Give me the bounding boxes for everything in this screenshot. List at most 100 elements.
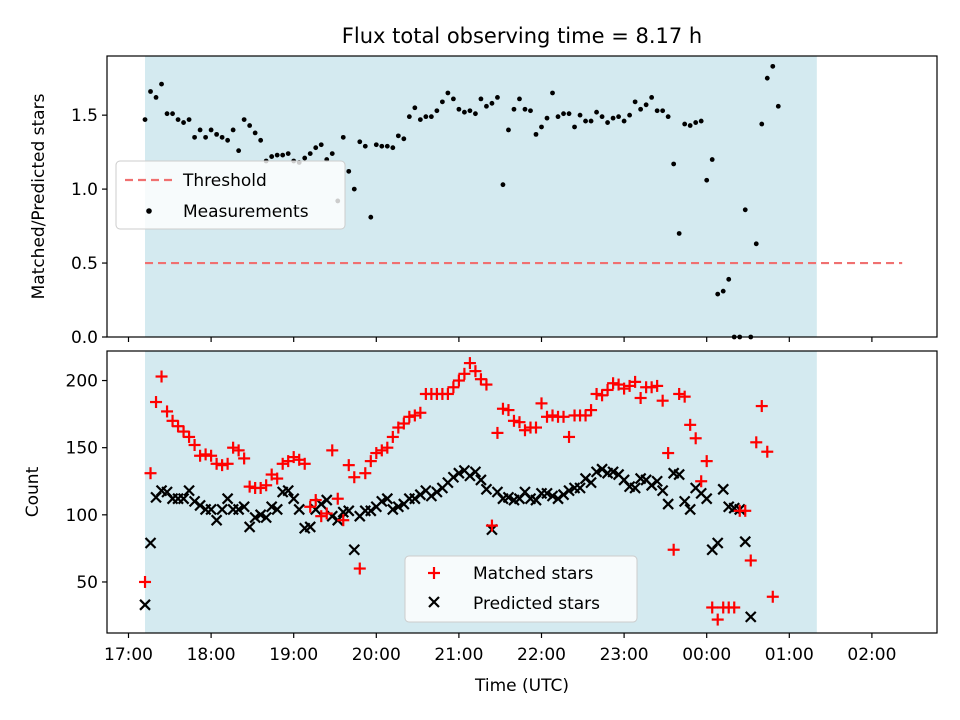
- matched-star-point: [337, 514, 350, 527]
- x-tick-label: 17:00: [104, 645, 153, 665]
- matched-star-point: [183, 430, 196, 443]
- predicted-stars-points: [139, 463, 757, 623]
- matched-star-point: [585, 404, 598, 417]
- measurement-point: [208, 127, 214, 133]
- measurement-point: [473, 111, 478, 117]
- measurement-point: [302, 155, 308, 161]
- bottom-y-tick-label: 100: [66, 506, 98, 526]
- matched-star-point: [667, 543, 680, 556]
- predicted-star-point: [574, 482, 586, 494]
- measurement-point: [495, 95, 500, 100]
- matched-star-point: [359, 467, 372, 480]
- measurement-point: [544, 115, 550, 121]
- predicted-star-point: [673, 468, 685, 481]
- measurement-point: [373, 142, 379, 148]
- top-x-ticks: [127, 337, 873, 342]
- predicted-star-point: [216, 503, 228, 516]
- measurement-point: [511, 106, 517, 112]
- matched-star-point: [298, 457, 311, 470]
- predicted-star-point: [711, 537, 724, 549]
- measurement-point: [566, 111, 572, 117]
- matched-star-point: [194, 449, 207, 462]
- matched-star-point: [221, 457, 234, 470]
- matched-star-point: [364, 455, 377, 468]
- measurement-point: [357, 139, 363, 145]
- measurement-point: [676, 231, 682, 236]
- measurement-point: [329, 151, 335, 157]
- predicted-star-point: [656, 484, 669, 497]
- measurement-point: [390, 145, 396, 151]
- matched-star-point: [513, 416, 526, 429]
- measurement-point: [770, 63, 776, 69]
- bottom-y-tick-label: 150: [66, 439, 98, 459]
- measurement-point: [616, 114, 621, 120]
- matched-star-point: [144, 467, 157, 480]
- predicted-star-point: [271, 503, 283, 516]
- matched-star-point: [744, 554, 757, 567]
- legend-measurements-swatch: [146, 208, 152, 214]
- measurement-point: [698, 118, 704, 124]
- measurement-point: [484, 103, 489, 109]
- x-axis-label: Time (UTC): [474, 676, 569, 696]
- top-axes-frame: [106, 55, 938, 338]
- predicted-star-point: [238, 500, 250, 513]
- predicted-star-point: [287, 492, 300, 505]
- measurement-point: [594, 109, 599, 115]
- measurement-point: [539, 124, 544, 130]
- predicted-star-point: [480, 483, 493, 496]
- measurement-point: [665, 114, 671, 120]
- predicted-star-point: [282, 484, 294, 497]
- matched-star-point: [656, 394, 669, 407]
- measurement-point: [247, 123, 253, 128]
- measurement-point: [445, 90, 451, 96]
- measurement-point: [219, 134, 225, 140]
- measurement-point: [632, 99, 638, 105]
- matched-star-point: [557, 410, 570, 423]
- predicted-star-point: [177, 492, 190, 505]
- x-tick-label: 20:00: [352, 645, 401, 665]
- measurement-point: [192, 134, 197, 140]
- measurement-point: [654, 108, 660, 114]
- matched-star-point: [243, 480, 256, 493]
- x-tick-label: 19:00: [269, 645, 318, 665]
- predicted-star-point: [629, 482, 641, 494]
- matched-star-point: [739, 504, 752, 517]
- top-y-tick-label: 1.0: [71, 180, 98, 200]
- measurement-point: [175, 117, 181, 122]
- matched-star-point: [695, 475, 708, 488]
- top-y-tick-label: 0.0: [71, 328, 98, 348]
- bottom-y-tick-label: 50: [76, 573, 98, 593]
- measurement-point: [384, 143, 390, 149]
- measurement-point: [583, 118, 588, 124]
- matched-star-point: [458, 367, 471, 380]
- bottom-x-ticks: 17:00 18:00 19:00 20:00 21:00 22:00 23:00 00:00…: [104, 633, 896, 665]
- measurement-point: [307, 151, 313, 157]
- measurement-point: [258, 137, 264, 143]
- predicted-star-point: [684, 503, 696, 516]
- measurement-point: [517, 96, 522, 102]
- matched-star-point: [452, 374, 465, 387]
- matched-star-point: [199, 448, 212, 461]
- measurement-point: [346, 168, 352, 174]
- predicted-star-point: [469, 466, 482, 478]
- matched-star-point: [535, 397, 548, 410]
- matched-star-point: [546, 409, 559, 422]
- matched-star-point: [480, 378, 493, 391]
- measurement-point: [186, 117, 192, 122]
- measurement-point: [764, 75, 770, 81]
- predicted-star-point: [342, 505, 355, 517]
- matched-star-point: [408, 409, 421, 422]
- measurement-point: [395, 133, 401, 139]
- predicted-star-point: [139, 599, 151, 611]
- measurement-point: [456, 106, 462, 112]
- matched-star-point: [766, 590, 779, 603]
- matched-star-point: [216, 459, 229, 472]
- matched-star-point: [260, 479, 273, 492]
- measurement-point: [153, 95, 159, 100]
- measurement-point: [759, 121, 765, 127]
- measurement-point: [285, 151, 291, 157]
- measurement-point: [682, 121, 688, 127]
- matched-star-point: [469, 365, 482, 378]
- x-tick-label: 23:00: [600, 645, 649, 665]
